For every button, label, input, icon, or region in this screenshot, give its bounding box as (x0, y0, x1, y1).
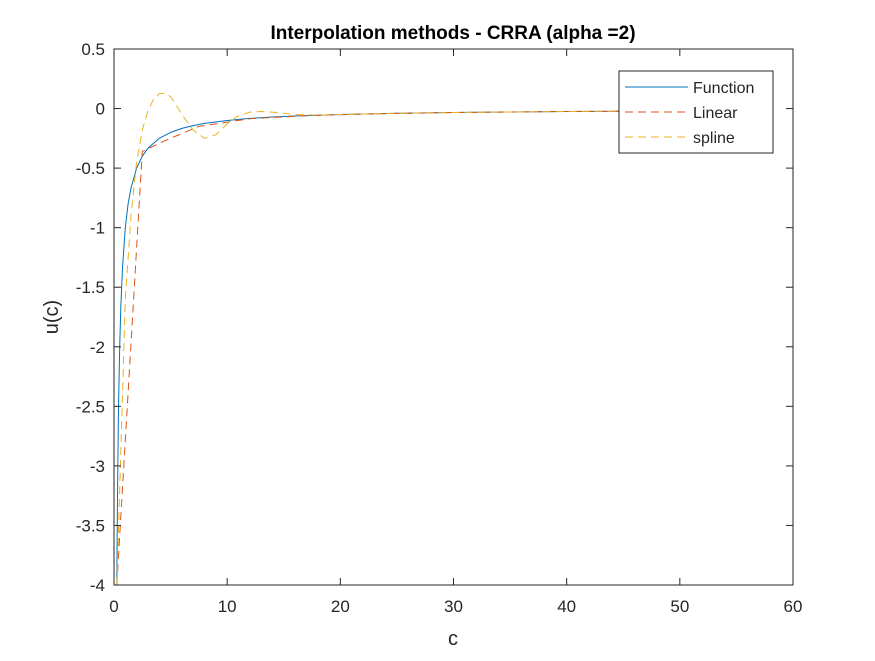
x-tick-label: 60 (784, 597, 803, 616)
x-axis-label: c (448, 628, 458, 650)
x-tick-label: 10 (218, 597, 237, 616)
y-tick-label: -4 (90, 576, 105, 595)
legend-box (618, 70, 774, 154)
legend: Function Linear spline (618, 70, 774, 154)
legend-label-spline: spline (693, 130, 735, 147)
x-tick-label: 40 (557, 597, 576, 616)
chart-title: Interpolation methods - CRRA (alpha =2) (270, 23, 635, 44)
y-tick-label: -0.5 (76, 159, 105, 178)
legend-label-function: Function (693, 80, 754, 97)
y-tick-label: -1.5 (76, 278, 105, 297)
y-tick-label: -1 (90, 219, 105, 238)
legend-label-linear: Linear (693, 105, 738, 122)
y-tick-label: 0 (96, 100, 105, 119)
y-tick-label: -2 (90, 338, 105, 357)
ticks-layer: 0 10 20 30 40 50 60 -4 -3.5 -3 -2.5 -2 -1.5 -1 -0.5 0 0.… (76, 40, 803, 616)
x-tick-label: 20 (331, 597, 350, 616)
y-tick-label: -3 (90, 457, 105, 476)
x-tick-label: 50 (670, 597, 689, 616)
series-layer (116, 92, 680, 585)
x-tick-label: 0 (109, 597, 118, 616)
y-tick-label: -3.5 (76, 516, 105, 535)
x-tick-label: 30 (444, 597, 463, 616)
y-tick-label: -2.5 (76, 397, 105, 416)
series-line-spline (116, 92, 680, 585)
y-axis-label: u(c) (41, 300, 63, 334)
y-tick-label: 0.5 (81, 40, 105, 59)
